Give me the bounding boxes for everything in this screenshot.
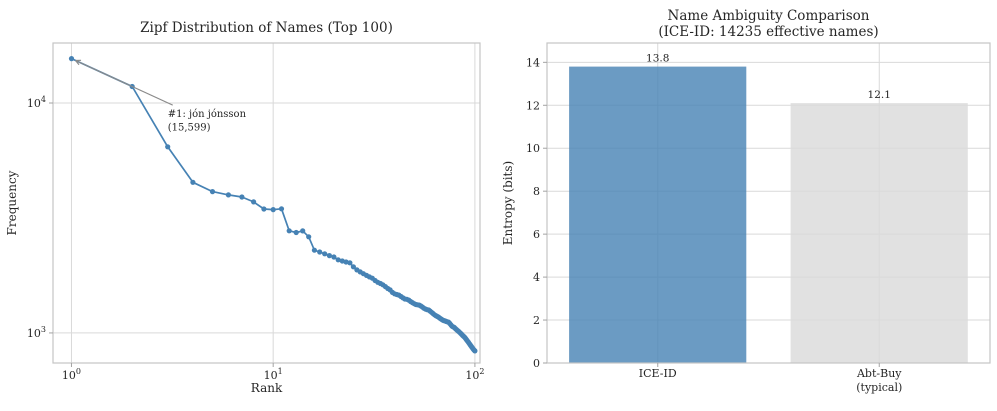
- ambiguity-chart-title-line: (ICE-ID: 14235 effective names): [658, 24, 878, 40]
- bar-value-label: 13.8: [646, 53, 669, 65]
- annotation-text-line: (15,599): [168, 123, 211, 134]
- y-tick-label: 103: [27, 325, 46, 340]
- data-point-rank-4: [190, 180, 195, 185]
- zipf-axes-frame: [53, 43, 480, 363]
- y-tick-label: 12: [526, 99, 540, 112]
- data-point-rank-11: [279, 206, 284, 211]
- data-point-rank-14: [300, 228, 305, 233]
- data-point-rank-8: [251, 199, 256, 204]
- data-point-rank-1: [69, 56, 74, 61]
- x-tick-label: ICE-ID: [639, 367, 677, 380]
- y-tick-label: 8: [533, 185, 540, 198]
- x-tick-label: 100: [62, 367, 81, 382]
- data-point-rank-12: [287, 228, 292, 233]
- data-point-rank-3: [165, 144, 170, 149]
- zipf-y-axis-label: Frequency: [5, 170, 19, 235]
- x-tick-label: 102: [465, 367, 484, 382]
- y-tick-label: 14: [526, 56, 540, 69]
- data-point-rank-7: [239, 194, 244, 199]
- data-point-rank-5: [210, 189, 215, 194]
- ambiguity-chart: 0 2 4 6 8 10 12 14 ICE-ID Abt-Buy(typical) 13.8 12.…: [501, 8, 990, 394]
- annotation-arrow: [76, 60, 173, 105]
- data-point-rank-6: [226, 192, 231, 197]
- y-tick-label: 2: [533, 314, 540, 327]
- x-tick-label: Abt-Buy: [856, 367, 902, 380]
- y-tick-label: 6: [533, 228, 540, 241]
- data-point-rank-19: [327, 253, 332, 258]
- bar-abt-buy: [791, 103, 968, 363]
- data-point-rank-16: [312, 248, 317, 253]
- data-point-rank-18: [322, 251, 327, 256]
- ambiguity-y-axis-label: Entropy (bits): [501, 161, 515, 245]
- zipf-chart: 100 101 102 103 104 Zipf Distribution of Name…: [5, 20, 484, 395]
- y-tick-label: 104: [27, 95, 46, 110]
- y-tick-label: 4: [533, 271, 540, 284]
- y-tick-label: 0: [533, 357, 540, 370]
- data-point-rank-10: [271, 207, 276, 212]
- ambiguity-chart-title-line: Name Ambiguity Comparison: [668, 8, 870, 24]
- annotation-text-line: #1: jón jónsson: [168, 109, 247, 120]
- zipf-x-axis-label: Rank: [251, 381, 283, 395]
- zipf-chart-title: Zipf Distribution of Names (Top 100): [140, 20, 393, 36]
- data-point-rank-9: [261, 206, 266, 211]
- x-tick-label: (typical): [856, 381, 902, 394]
- y-tick-label: 10: [526, 142, 540, 155]
- bar-value-label: 12.1: [868, 89, 891, 101]
- data-point-rank-13: [294, 230, 299, 235]
- data-point-rank-20: [331, 254, 336, 259]
- data-point-rank-15: [306, 234, 311, 239]
- data-point-rank-17: [317, 249, 322, 254]
- data-point-rank-100: [472, 348, 477, 353]
- data-point-rank-24: [347, 260, 352, 265]
- bar-ice-id: [569, 67, 746, 363]
- x-tick-label: 101: [264, 367, 283, 382]
